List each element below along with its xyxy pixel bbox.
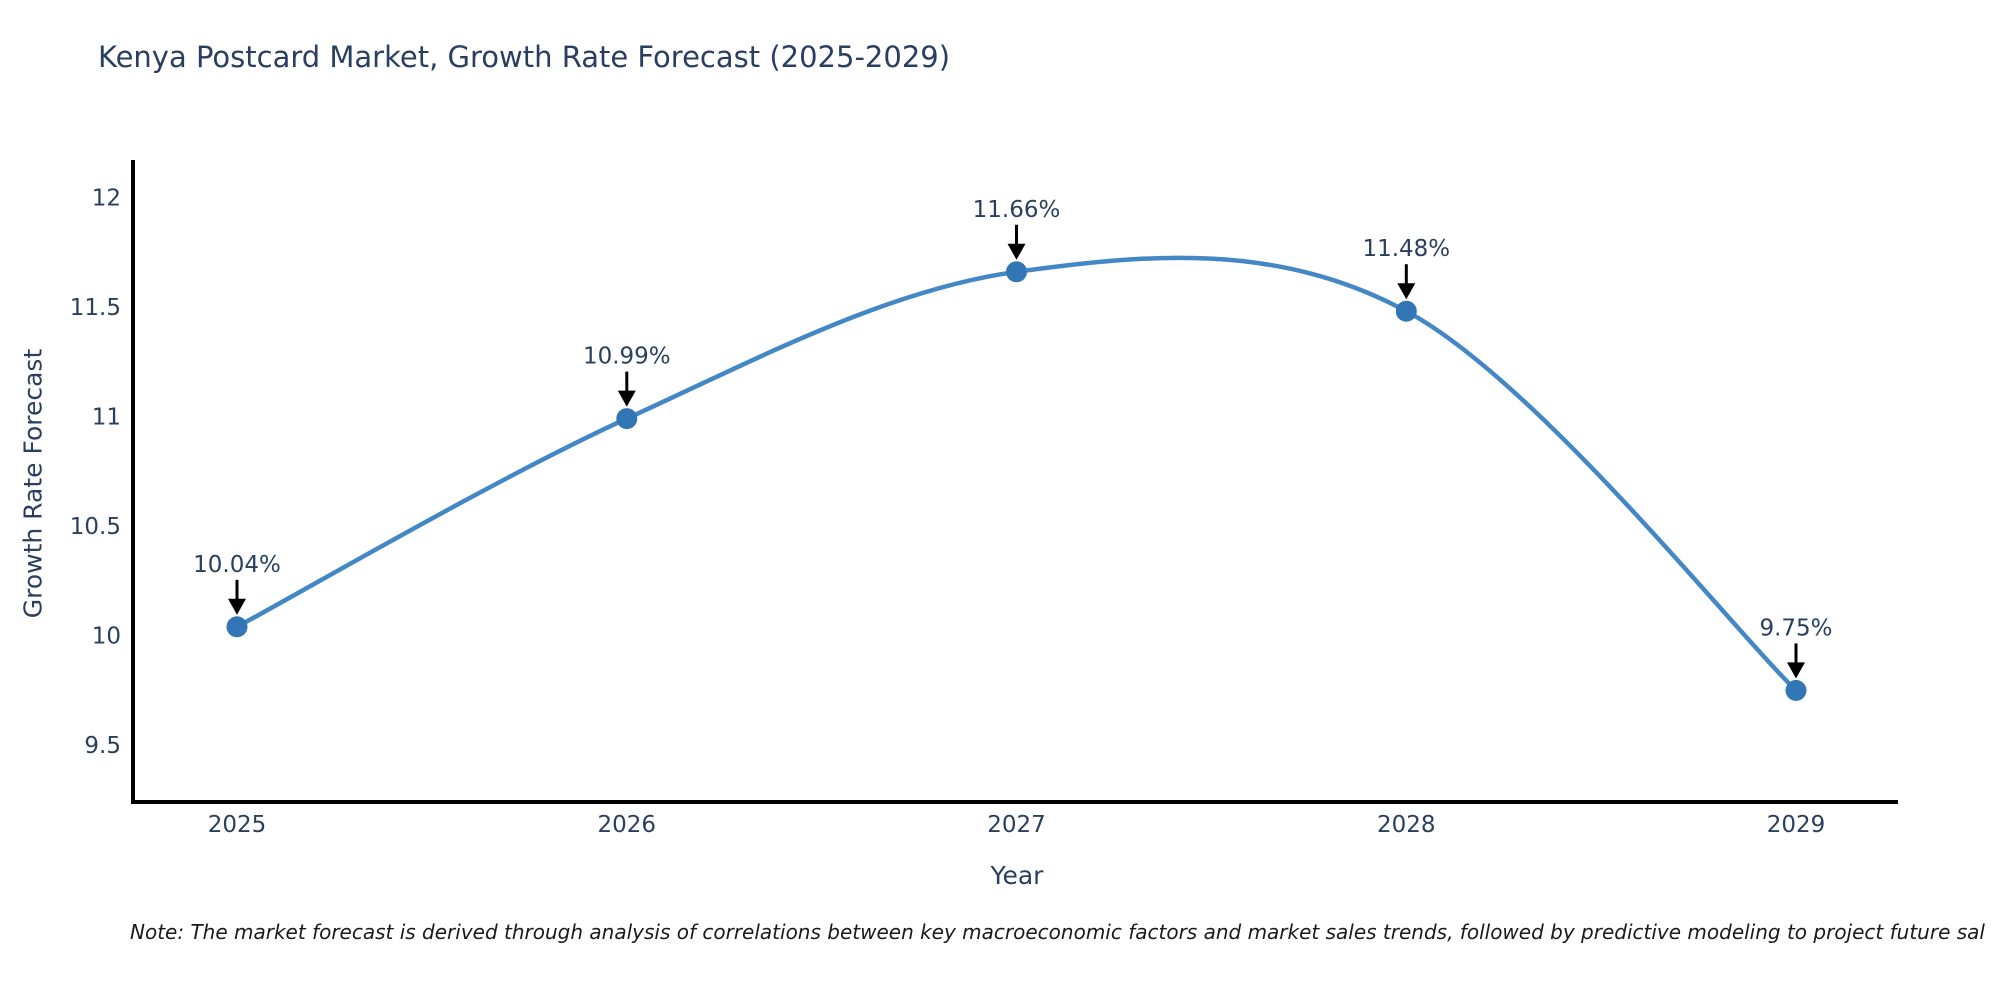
footnote: Note: The market forecast is derived thr… xyxy=(130,920,1985,944)
data-point-marker xyxy=(1395,300,1417,322)
chart-title: Kenya Postcard Market, Growth Rate Forec… xyxy=(98,40,951,74)
annotation-arrow-head xyxy=(228,598,246,615)
annotation-arrow-head xyxy=(617,390,636,407)
data-point-label: 11.66% xyxy=(973,197,1061,223)
annotation-arrow-head xyxy=(1397,283,1416,300)
y-tick-label: 12 xyxy=(92,185,121,211)
y-tick-label: 10.5 xyxy=(70,514,121,540)
data-point-marker xyxy=(1006,261,1027,283)
annotation-arrow-head xyxy=(1007,243,1026,260)
y-tick-label: 10 xyxy=(92,624,121,650)
x-axis-line xyxy=(131,800,1898,804)
y-axis-line xyxy=(131,160,135,804)
y-tick-label: 11.5 xyxy=(70,295,121,321)
y-tick-label: 9.5 xyxy=(84,733,121,759)
x-tick-label: 2029 xyxy=(1767,812,1826,838)
data-point-marker xyxy=(616,408,638,430)
data-point-label: 9.75% xyxy=(1759,615,1832,641)
x-tick-label: 2026 xyxy=(598,812,657,838)
data-point-label: 10.04% xyxy=(193,552,281,578)
x-axis-title: Year xyxy=(990,861,1044,890)
annotation-arrow-head xyxy=(1787,662,1805,679)
data-point-label: 11.48% xyxy=(1362,236,1450,262)
data-point-marker xyxy=(226,616,248,638)
data-point-marker xyxy=(1785,679,1807,701)
y-tick-label: 11 xyxy=(92,404,121,430)
data-point-label: 10.99% xyxy=(583,344,671,370)
x-tick-label: 2027 xyxy=(987,812,1046,838)
x-tick-label: 2025 xyxy=(208,812,267,838)
trend-line xyxy=(234,255,1799,693)
x-tick-label: 2028 xyxy=(1377,812,1436,838)
